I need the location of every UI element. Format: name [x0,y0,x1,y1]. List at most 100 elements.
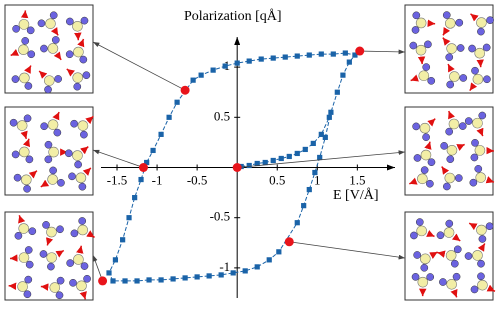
dipole-arrow [22,138,31,148]
dipole-arrow [20,10,29,19]
atom-yellow [472,73,484,85]
atom-yellow [418,70,430,82]
atom-yellow [472,117,483,129]
data-point [318,51,324,57]
dipole-arrow [86,230,95,239]
dipole-arrow [85,115,94,125]
atom-blue [25,260,34,269]
x-tick-label: -0.5 [187,172,208,187]
dipole-arrow [409,177,418,185]
x-tick-label: 1.5 [349,172,365,187]
data-point [340,72,346,78]
atom-blue [446,155,455,164]
data-point [322,134,328,140]
data-point [246,58,252,64]
atom-yellow [476,224,487,236]
data-point [122,278,128,284]
atom-blue [70,229,79,238]
atom-blue [486,16,494,25]
atom-blue [74,160,82,169]
atom-yellow [16,120,28,131]
atom-yellow [46,252,58,263]
dipole-arrow [486,284,496,293]
atom-yellow [444,172,456,184]
data-point [158,277,164,283]
dipole-arrow [429,251,438,259]
atom-yellow [474,145,486,156]
atom-blue [482,43,491,52]
connector-arrow [289,241,406,260]
atom-blue [78,217,87,225]
dipole-arrow [485,176,495,184]
connector-arrow [92,149,144,168]
atom-blue [426,273,435,281]
data-point [330,51,336,57]
atom-blue [44,85,52,94]
atom-yellow [47,119,59,130]
atom-yellow [443,227,455,238]
atom-blue [426,179,434,188]
highlight-point [232,163,242,172]
atom-blue [412,11,421,20]
data-point [198,72,204,78]
dipole-arrow [52,111,60,121]
data-point [120,237,126,243]
y-tick-label: -0.5 [210,209,231,224]
atom-yellow [446,278,457,290]
atom-blue [28,227,37,236]
atom-blue [12,24,20,33]
atom-blue [485,222,494,231]
connector-arrow [92,41,186,91]
x-tick-label: -1 [152,172,163,187]
dipole-arrow [427,118,436,127]
atom-blue [49,166,57,175]
data-point [317,154,323,161]
atom-blue [453,245,462,254]
atom-blue [23,290,32,299]
dipole-arrow [66,68,75,77]
dipole-arrow [40,283,49,291]
data-point [210,67,216,73]
atom-blue [24,246,33,254]
atom-blue [57,178,65,187]
dipole-arrow [442,37,451,46]
dipole-arrow [426,230,435,238]
atom-yellow [77,224,89,236]
data-point [301,203,307,209]
atom-yellow [420,253,431,265]
atom-blue [23,114,32,123]
atom-blue [21,37,30,45]
data-point [254,264,260,270]
atom-yellow [476,17,487,28]
dipole-arrow [450,288,458,298]
atom-blue [14,231,23,240]
atom-yellow [446,43,457,54]
dipole-arrow [82,167,92,176]
atom-blue [78,182,87,191]
data-point [270,157,276,164]
atom-blue [53,128,62,137]
atom-yellow [76,280,87,292]
atom-blue [422,63,431,71]
dipole-arrow [55,249,65,258]
data-point [134,278,140,284]
data-point [230,270,236,276]
data-point [190,77,196,83]
data-point [312,169,318,176]
dipole-arrow [451,233,461,242]
data-point [258,56,264,62]
dipole-arrow [470,13,479,22]
data-point [342,50,348,56]
data-point [218,272,224,278]
highlight-point [138,163,148,172]
data-point [270,55,276,61]
atom-blue [55,291,64,300]
data-point [294,220,300,226]
atom-blue [11,150,20,159]
x-tick-label: 1 [314,172,321,187]
atom-blue [446,80,455,89]
data-point [282,54,288,60]
dipole-arrow [10,48,20,57]
data-point [310,140,316,147]
atom-blue [9,118,18,127]
